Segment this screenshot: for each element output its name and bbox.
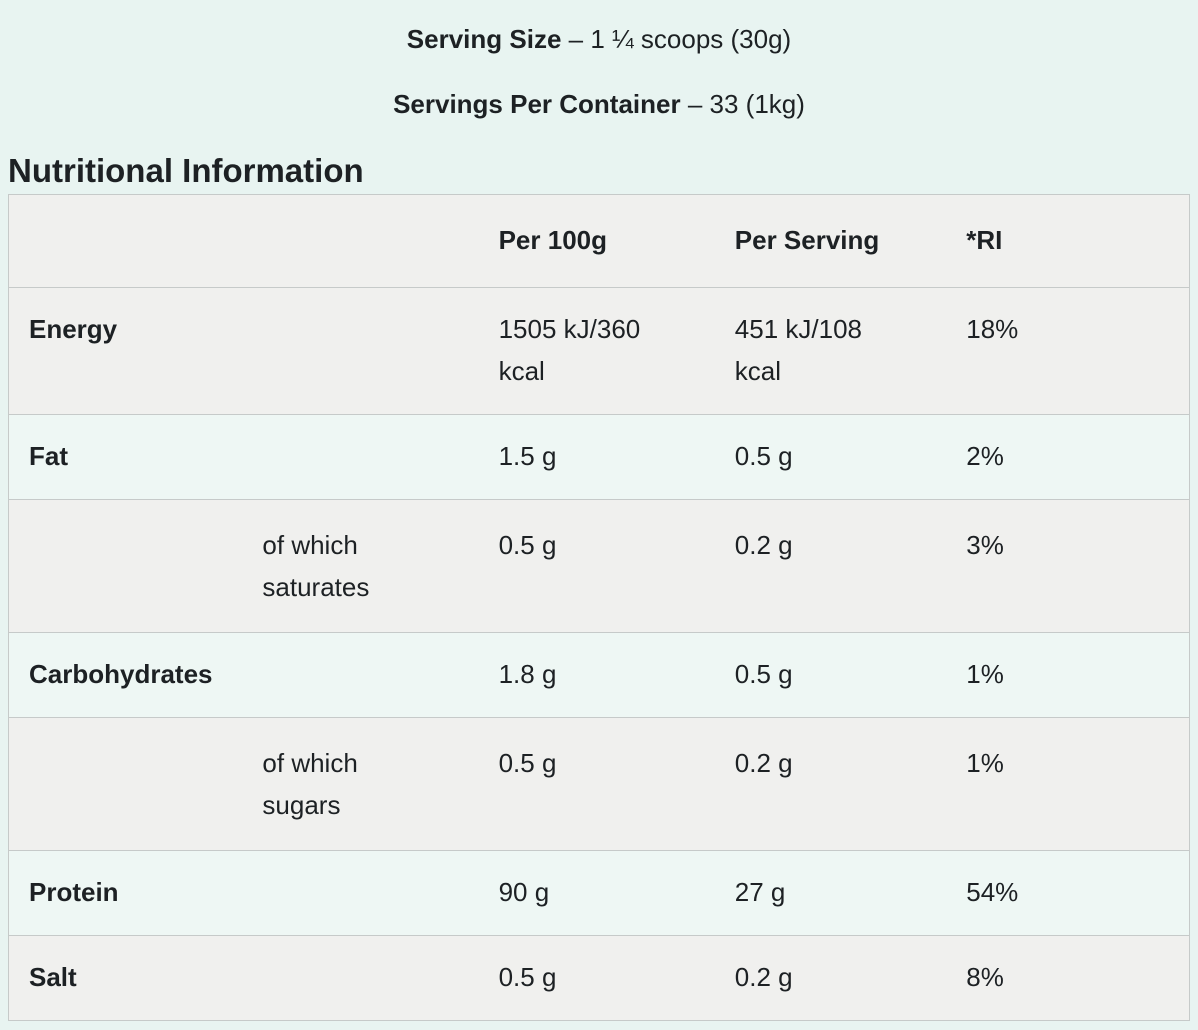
cell-sugars-per-serving: 0.2 g <box>734 748 793 778</box>
section-title: Nutritional Information <box>8 152 364 189</box>
serving-size-line: Serving Size – 1 ¼ scoops (30g) <box>0 24 1198 55</box>
cell-salt-sub <box>262 936 498 1021</box>
cell-saturates-per-100g: 0.5 g <box>498 530 557 560</box>
cell-energy-ri: 18% <box>966 314 1019 344</box>
cell-protein-per-100g: 90 g <box>498 877 550 907</box>
cell-sugars-ri: 1% <box>966 748 1004 778</box>
table-row-protein: Protein 90 g 27 g 54% <box>8 850 1190 936</box>
cell-carbohydrates-per-100g: 1.8 g <box>498 659 557 689</box>
cell-sugars-per-100g: 0.5 g <box>498 748 557 778</box>
cell-protein-per-serving: 27 g <box>734 877 786 907</box>
cell-fat-per-serving: 0.5 g <box>734 441 793 471</box>
col-header-blank-2 <box>262 195 498 288</box>
cell-fat-sub <box>262 415 498 500</box>
cell-saturates-name <box>9 500 263 633</box>
table-row-carbohydrates: Carbohydrates 1.8 g 0.5 g 1% <box>8 632 1190 718</box>
serving-info: Serving Size – 1 ¼ scoops (30g) Servings… <box>0 0 1198 120</box>
cell-saturates-per-serving: 0.2 g <box>734 530 793 560</box>
cell-energy-per-serving: 451 kJ/108 kcal <box>734 314 862 386</box>
cell-salt-per-100g: 0.5 g <box>498 962 557 992</box>
col-header-per-100g: Per 100g <box>498 225 607 255</box>
cell-energy-name: Energy <box>29 314 118 344</box>
col-header-blank-1 <box>9 195 263 288</box>
cell-protein-sub <box>262 851 498 936</box>
cell-energy-per-100g: 1505 kJ/360 kcal <box>498 314 641 386</box>
cell-sugars-sub: of which sugars <box>262 748 358 820</box>
cell-carbohydrates-name: Carbohydrates <box>29 659 213 689</box>
servings-per-container-line: Servings Per Container – 33 (1kg) <box>0 89 1198 120</box>
table-row-energy: Energy 1505 kJ/360 kcal 451 kJ/108 kcal … <box>8 287 1190 415</box>
cell-salt-name: Salt <box>29 962 77 992</box>
table-row-saturates: of which saturates 0.5 g 0.2 g 3% <box>8 499 1190 633</box>
servings-per-container-label: Servings Per Container <box>393 89 681 119</box>
cell-fat-per-100g: 1.5 g <box>498 441 557 471</box>
table-row-fat: Fat 1.5 g 0.5 g 2% <box>8 414 1190 500</box>
cell-carbohydrates-ri: 1% <box>966 659 1004 689</box>
serving-size-label: Serving Size <box>406 24 562 54</box>
servings-per-container-value: – 33 (1kg) <box>687 89 805 119</box>
serving-size-value: – 1 ¼ scoops (30g) <box>568 24 792 54</box>
col-header-per-serving: Per Serving <box>734 225 880 255</box>
cell-protein-ri: 54% <box>966 877 1019 907</box>
cell-salt-per-serving: 0.2 g <box>734 962 793 992</box>
cell-fat-ri: 2% <box>966 441 1004 471</box>
table-row-sugars: of which sugars 0.5 g 0.2 g 1% <box>8 717 1190 851</box>
cell-saturates-sub: of which saturates <box>262 530 370 602</box>
cell-saturates-ri: 3% <box>966 530 1004 560</box>
col-header-ri: *RI <box>966 225 1003 255</box>
cell-carbohydrates-sub <box>262 633 498 718</box>
nutrition-table: Per 100g Per Serving *RI Energy 1505 kJ/… <box>8 194 1190 1021</box>
cell-carbohydrates-per-serving: 0.5 g <box>734 659 793 689</box>
cell-sugars-name <box>9 718 263 851</box>
cell-fat-name: Fat <box>29 441 68 471</box>
table-header-row: Per 100g Per Serving *RI <box>8 194 1190 288</box>
cell-salt-ri: 8% <box>966 962 1004 992</box>
table-row-salt: Salt 0.5 g 0.2 g 8% <box>8 935 1190 1021</box>
cell-protein-name: Protein <box>29 877 119 907</box>
cell-energy-sub <box>262 288 498 415</box>
